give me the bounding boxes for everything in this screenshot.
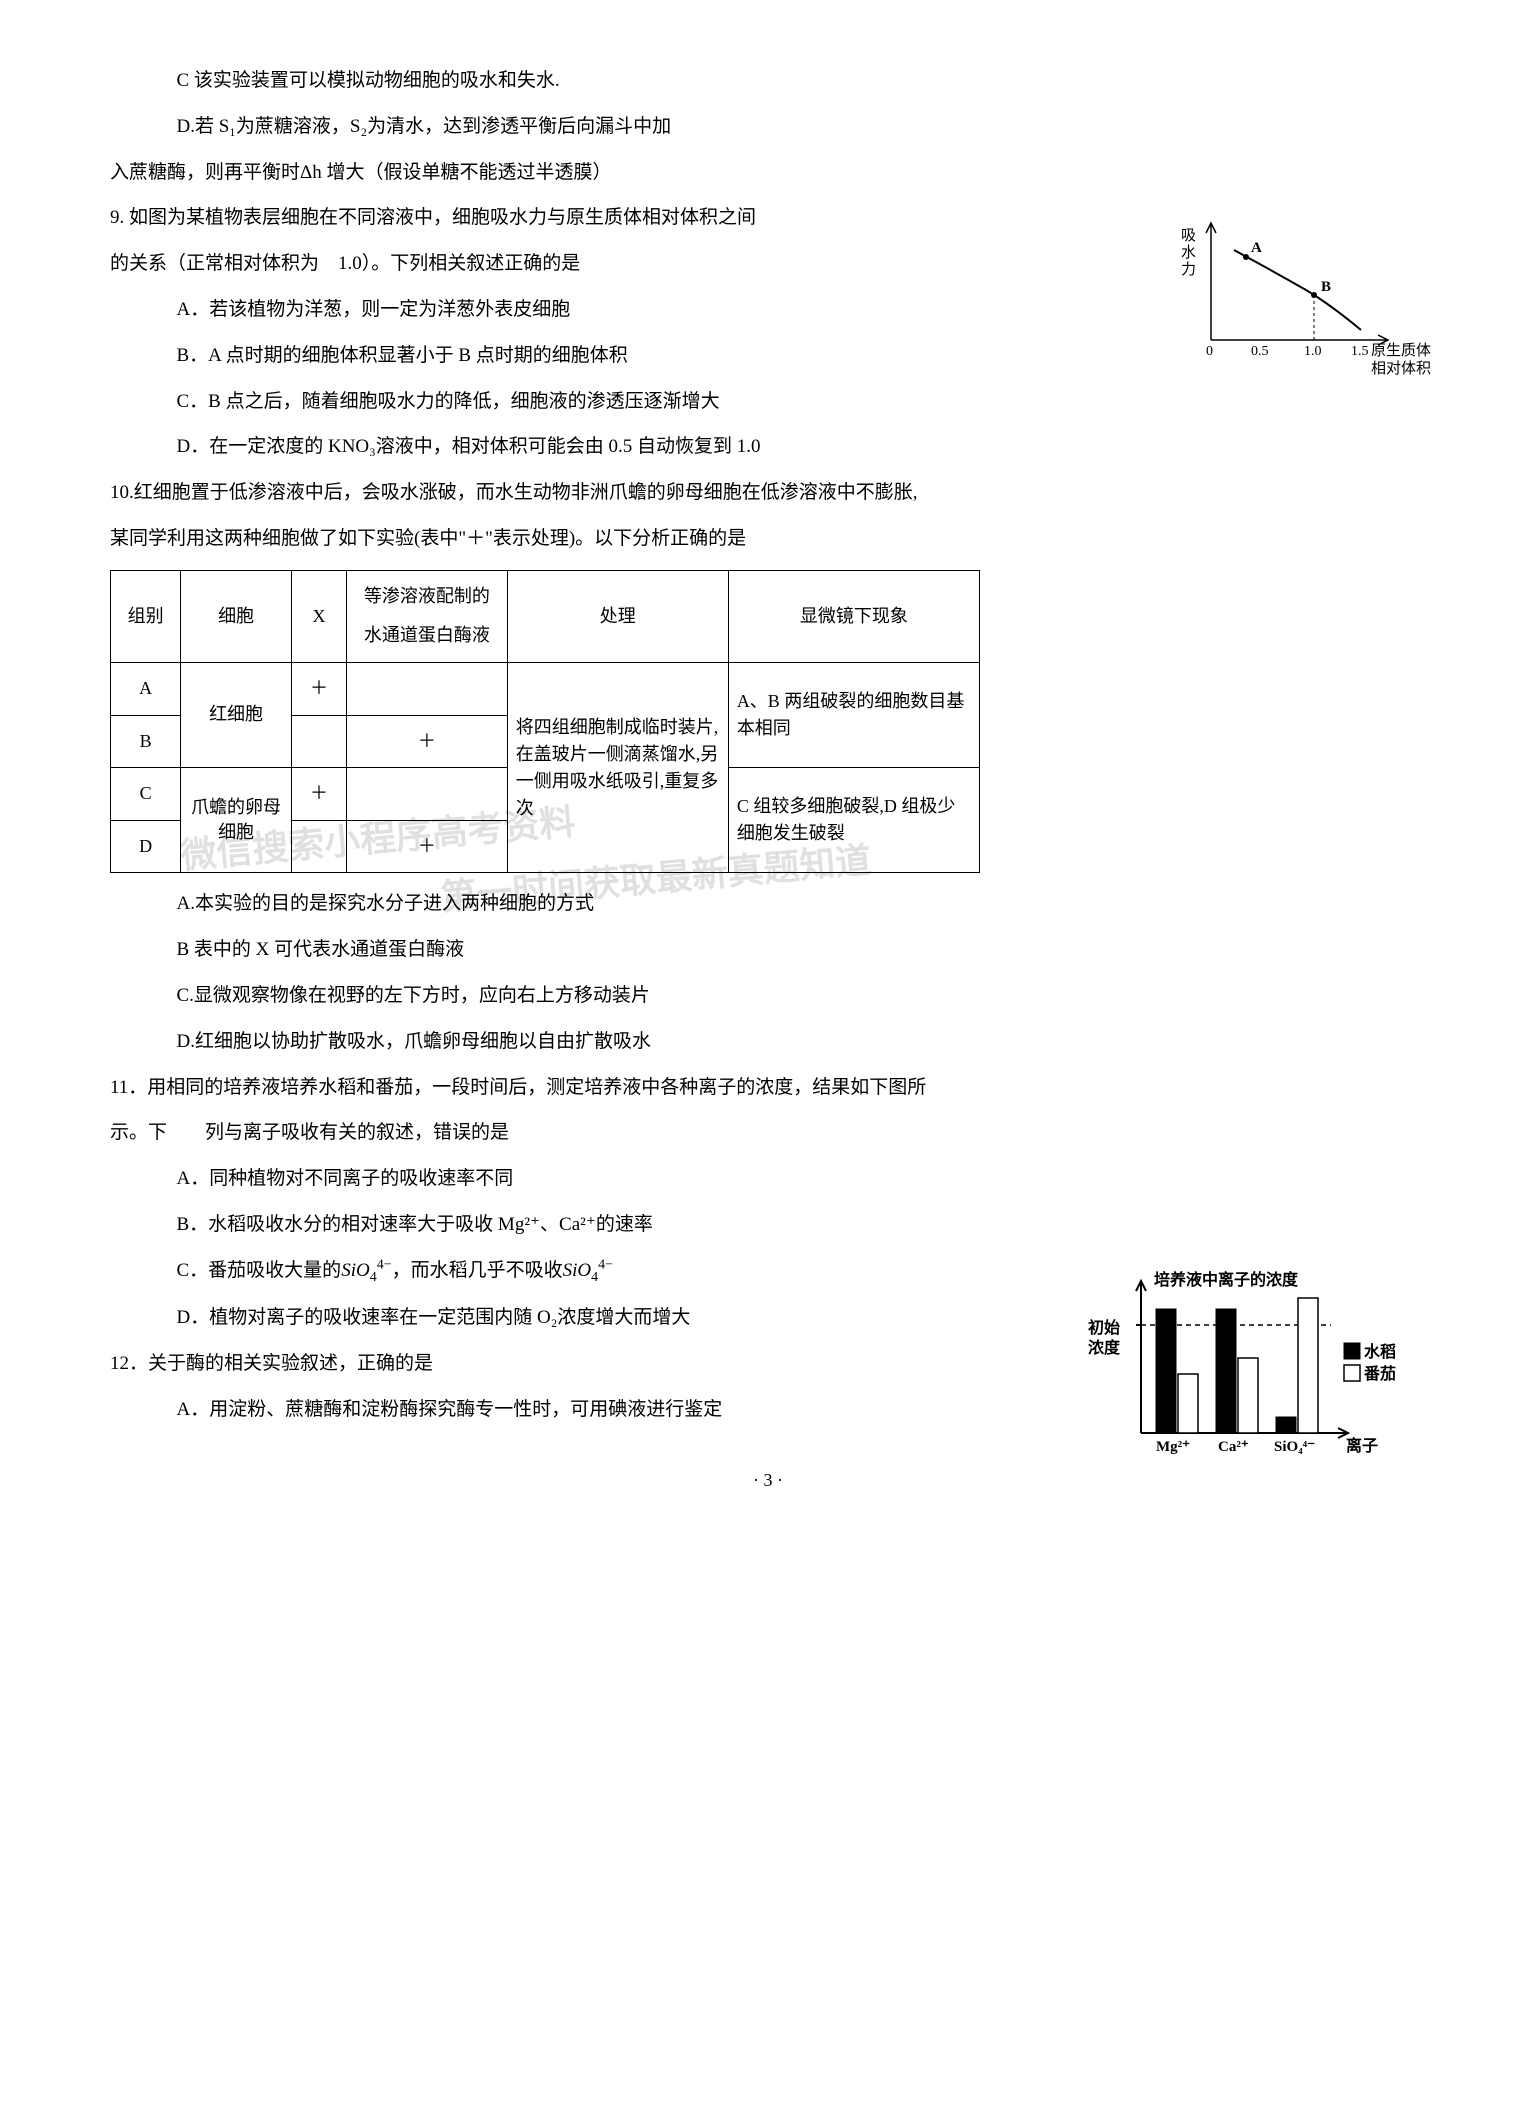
svg-text:水稻: 水稻: [1364, 1342, 1396, 1361]
cell-C-group: C: [111, 768, 181, 821]
cell-C-X: ＋: [291, 768, 346, 821]
cell-B-X: [291, 715, 346, 768]
q10-opt-a: A.本实验的目的是探究水分子进入两种细胞的方式: [110, 883, 1426, 925]
cell-B-enzyme: ＋: [347, 715, 508, 768]
cell-CD-cell: 爪蟾的卵母细胞: [181, 768, 292, 873]
q11-stem-2: 示。下 列与离子吸收有关的叙述，错误的是: [110, 1112, 990, 1154]
svg-text:0.5: 0.5: [1251, 344, 1269, 359]
svg-text:Ca²⁺: Ca²⁺: [1218, 1439, 1249, 1455]
q10-opt-c: C.显微观察物像在视野的左下方时，应向右上方移动装片: [110, 975, 1426, 1017]
q8-opt-c: C 该实验装置可以模拟动物细胞的吸水和失水.: [110, 60, 1426, 102]
cell-D-X: [291, 820, 346, 873]
th-result: 显微镜下现象: [728, 570, 979, 662]
svg-text:番茄: 番茄: [1363, 1364, 1396, 1383]
q11-opt-a: A．同种植物对不同离子的吸收速率不同: [110, 1158, 990, 1200]
q9-opt-a: A．若该植物为洋葱，则一定为洋葱外表皮细胞: [110, 289, 1130, 331]
cell-B-group: B: [111, 715, 181, 768]
q11-opt-d: D．植物对离子的吸收速率在一定范围内随 O₂浓度增大而增大: [110, 1297, 990, 1339]
cell-D-enzyme: ＋: [347, 820, 508, 873]
svg-text:A: A: [1251, 240, 1262, 256]
th-group: 组别: [111, 570, 181, 662]
q9-ylabel: 吸: [1181, 228, 1196, 244]
q8-opt-d-line2: 入蔗糖酶，则再平衡时Δh 增大（假设单糖不能透过半透膜）: [110, 152, 1426, 194]
svg-text:原生质体: 原生质体: [1371, 342, 1431, 359]
cell-result-CD: C 组较多细胞破裂,D 组极少细胞发生破裂: [728, 768, 979, 873]
svg-text:Mg²⁺: Mg²⁺: [1156, 1439, 1190, 1455]
svg-text:初始: 初始: [1088, 1318, 1120, 1337]
th-cell: 细胞: [181, 570, 292, 662]
svg-text:培养液中离子的浓度: 培养液中离子的浓度: [1154, 1270, 1299, 1289]
svg-text:1.0: 1.0: [1304, 344, 1322, 359]
svg-text:浓度: 浓度: [1088, 1338, 1121, 1357]
svg-text:离子: 离子: [1346, 1436, 1378, 1455]
svg-text:相对体积: 相对体积: [1371, 360, 1431, 377]
cell-A-group: A: [111, 662, 181, 715]
th-treatment: 处理: [507, 570, 728, 662]
q8-opt-d-line1: D.若 S₁为蔗糖溶液，S₂为清水，达到渗透平衡后向漏斗中加: [110, 106, 1426, 148]
q9-chart: 吸 水 力 A B 0 0.5 1.0 1.5 原生质体 相对体积: [1176, 215, 1446, 385]
q10-opt-d: D.红细胞以协助扩散吸水，爪蟾卵母细胞以自由扩散吸水: [110, 1021, 1426, 1063]
cell-D-group: D: [111, 820, 181, 873]
q9-stem-2: 的关系（正常相对体积为 1.0）。下列相关叙述正确的是: [110, 243, 1130, 285]
q10-stem-2: 某同学利用这两种细胞做了如下实验(表中"＋"表示处理)。以下分析正确的是: [110, 518, 1426, 560]
svg-text:1.5: 1.5: [1351, 344, 1369, 359]
q11-chart: 培养液中离子的浓度 初始 浓度 Mg²⁺ Ca²⁺ SiO₄⁴⁻ 离子: [1086, 1263, 1406, 1468]
cell-A-X: ＋: [291, 662, 346, 715]
q11-stem-1: 11．用相同的培养液培养水稻和番茄，一段时间后，测定培养液中各种离子的浓度，结果…: [110, 1067, 1426, 1109]
cell-A-enzyme: [347, 662, 508, 715]
q9-stem-1: 9. 如图为某植物表层细胞在不同溶液中，细胞吸水力与原生质体相对体积之间: [110, 197, 1130, 239]
cell-C-enzyme: [347, 768, 508, 821]
svg-text:力: 力: [1181, 261, 1196, 278]
cell-treatment: 将四组细胞制成临时装片,在盖玻片一侧滴蒸馏水,另一侧用吸水纸吸引,重复多次: [507, 662, 728, 872]
q10-stem-1: 10.红细胞置于低渗溶液中后，会吸水涨破，而水生动物非洲爪蟾的卵母细胞在低渗溶液…: [110, 472, 1426, 514]
q11-opt-b: B．水稻吸收水分的相对速率大于吸收 Mg²⁺、Ca²⁺的速率: [110, 1204, 990, 1246]
q9-opt-d: D．在一定浓度的 KNO₃溶液中，相对体积可能会由 0.5 自动恢复到 1.0: [110, 426, 1130, 468]
q9-opt-c: C．B 点之后，随着细胞吸水力的降低，细胞液的渗透压逐渐增大: [110, 381, 1130, 423]
cell-AB-cell: 红细胞: [181, 662, 292, 767]
svg-text:SiO₄⁴⁻: SiO₄⁴⁻: [1274, 1439, 1315, 1455]
svg-text:B: B: [1321, 279, 1331, 295]
th-enzyme: 等渗溶液配制的水通道蛋白酶液: [347, 570, 508, 662]
th-x: X: [291, 570, 346, 662]
q10-opt-b: B 表中的 X 可代表水通道蛋白酶液: [110, 929, 1426, 971]
cell-result-AB: A、B 两组破裂的细胞数目基本相同: [728, 662, 979, 767]
q11-opt-c: C．番茄吸收大量的SiO44−，而水稻几乎不吸收SiO44−: [110, 1250, 990, 1294]
svg-text:0: 0: [1206, 344, 1213, 359]
svg-text:水: 水: [1181, 244, 1196, 261]
q10-table: 组别 细胞 X 等渗溶液配制的水通道蛋白酶液 处理 显微镜下现象 A 红细胞 ＋…: [110, 570, 1426, 874]
q9-opt-b: B．A 点时期的细胞体积显著小于 B 点时期的细胞体积: [110, 335, 1130, 377]
